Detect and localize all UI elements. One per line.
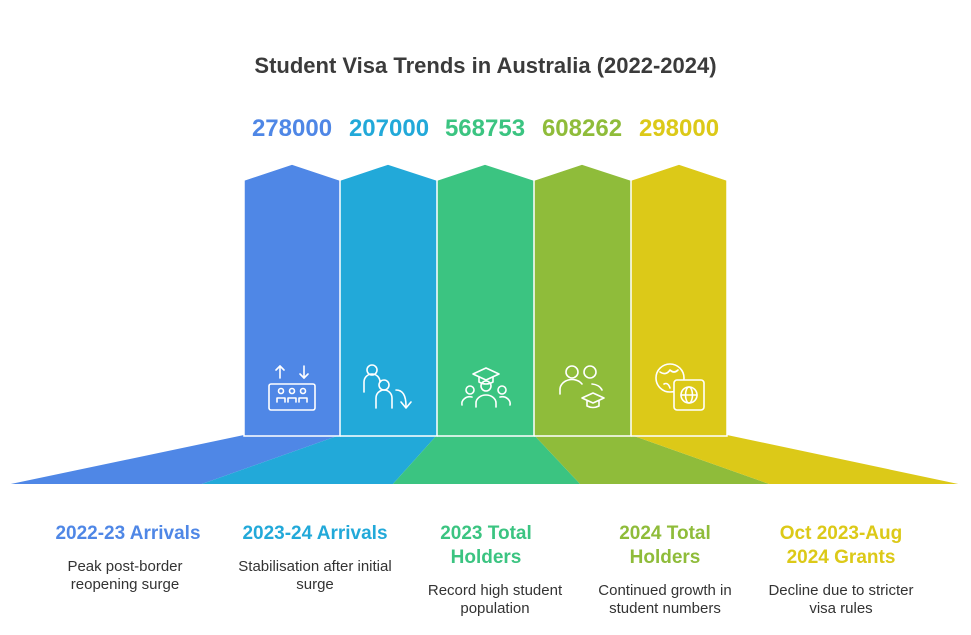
value-2: 207000	[340, 115, 438, 143]
description-2: Stabilisation after initial surge	[230, 558, 400, 594]
description-4: Continued growth in student numbers	[595, 582, 735, 618]
value-3: 568753	[436, 115, 534, 143]
label-3: 2023 Total Holders	[431, 522, 541, 570]
diagram-title: Student Visa Trends in Australia (2022-2…	[0, 53, 971, 79]
value-4: 608262	[533, 115, 631, 143]
column-1	[244, 164, 340, 436]
description-3: Record high student population	[420, 582, 570, 618]
column-4	[534, 164, 631, 436]
label-1: 2022-23 Arrivals	[33, 522, 223, 546]
value-1: 278000	[243, 115, 341, 143]
description-5: Decline due to stricter visa rules	[761, 582, 921, 618]
label-5: Oct 2023-Aug 2024 Grants	[766, 522, 916, 570]
label-2: 2023-24 Arrivals	[220, 522, 410, 546]
column-2	[340, 164, 437, 436]
label-4: 2024 Total Holders	[610, 522, 720, 570]
value-5: 298000	[630, 115, 728, 143]
description-1: Peak post-border reopening surge	[55, 558, 195, 594]
